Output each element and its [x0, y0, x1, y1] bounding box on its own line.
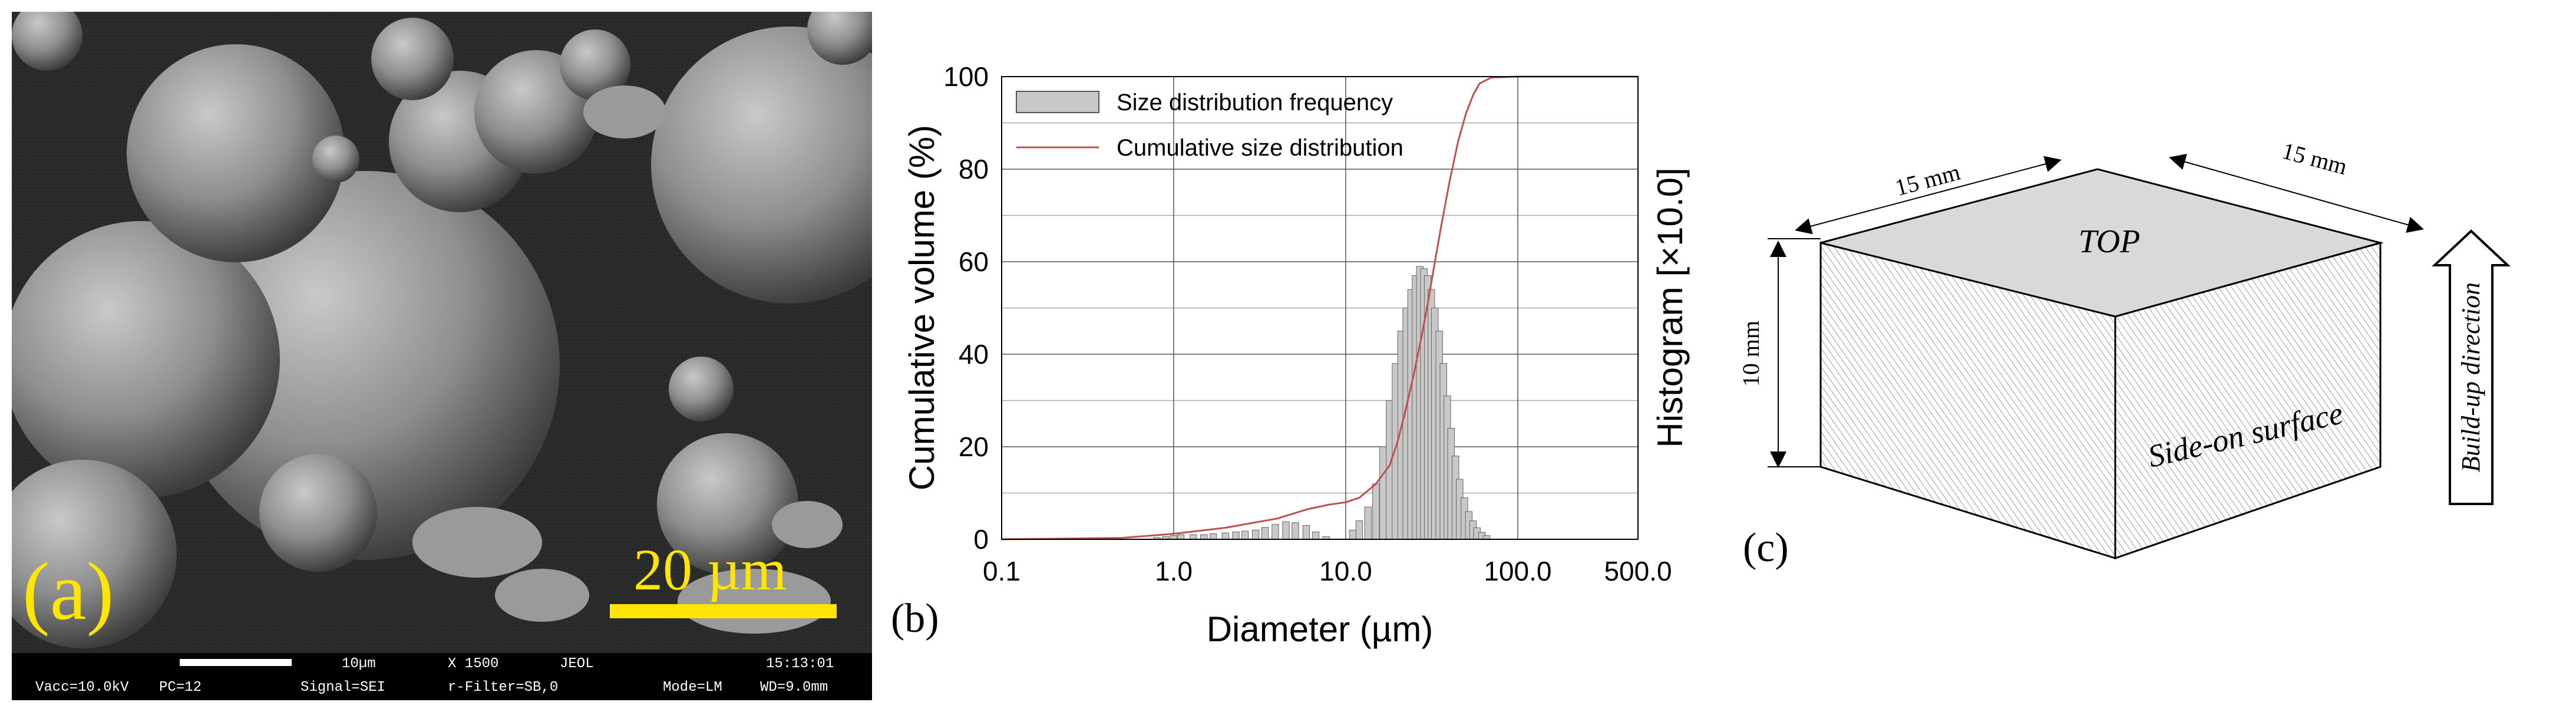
sem-magnification: X 1500 [448, 656, 498, 672]
histogram-bar [1251, 529, 1260, 540]
histogram-bar [1221, 532, 1229, 540]
powder-particle [12, 12, 82, 71]
powder-particle [651, 27, 872, 304]
histogram-bar [1261, 527, 1269, 540]
powder-particle [807, 12, 872, 65]
histogram-bar [1292, 522, 1299, 540]
x-tick-label: 1.0 [1155, 556, 1193, 586]
sem-micron-bar [180, 659, 292, 666]
powder-particle [371, 18, 454, 100]
size-distribution-chart: 0.1 1.0 10.0 100.0 500.0 0 20 40 60 80 100 Diamet… [891, 61, 1690, 649]
y-tick-label: 40 [959, 339, 989, 370]
sem-manufacturer: JEOL [560, 656, 594, 672]
histogram-bar [1312, 531, 1320, 540]
scale-bar-label: 20 µm [633, 537, 787, 602]
specimen-schematic-panel: TOP Side-on surface 15 mm 15 mm 10 mm Bu… [1732, 0, 2576, 712]
dimension-line-right [2169, 154, 2424, 233]
legend-swatch-frequency [1016, 91, 1099, 113]
sem-signal: Signal=SEI [300, 680, 385, 695]
powder-particle [259, 454, 377, 572]
build-up-direction-label: Build-up direction [2456, 282, 2485, 472]
powder-particle [12, 460, 177, 648]
panel-a-label: (a) [22, 546, 114, 637]
powder-particle [127, 44, 345, 262]
sem-filter: r-Filter=SB,0 [448, 680, 558, 695]
dimension-line-left [1795, 156, 2062, 235]
powder-particle [657, 433, 798, 575]
sem-info-bar-label: 10µm [342, 656, 376, 672]
y-axis-label: Cumulative volume (%) [902, 125, 942, 490]
y-tick-label: 20 [959, 431, 989, 462]
sem-info-bar [12, 653, 872, 700]
chart-grid [1002, 77, 1638, 539]
dimension-label-right: 15 mm [2279, 137, 2350, 180]
histogram-bar [1232, 531, 1240, 540]
sem-micrograph-panel: (a) 20 µm 10µm X 1500 JEOL 15:13:01 Vacc… [12, 12, 872, 700]
y-tick-label: 100 [943, 61, 989, 92]
powder-particle [560, 29, 630, 100]
histogram-bar [1349, 529, 1357, 540]
satellite-particle [772, 501, 843, 548]
x-axis-label: Diameter (µm) [1207, 609, 1434, 649]
x-tick-label: 0.1 [983, 556, 1021, 586]
histogram-bar [1302, 525, 1310, 540]
cumulative-line [1001, 75, 1638, 540]
y-tick-label: 60 [959, 246, 989, 277]
build-up-arrow-icon [2431, 229, 2511, 505]
powder-particle [669, 357, 734, 421]
histogram-bar [1177, 534, 1185, 540]
scale-bar [610, 604, 837, 618]
plot-frame [1001, 76, 1639, 540]
sem-vacc: Vacc=10.0kV [35, 680, 129, 695]
specimen-diagram: TOP Side-on surface 15 mm 15 mm 10 mm Bu… [1738, 137, 2511, 571]
x-tick-label: 10.0 [1319, 556, 1372, 586]
powder-particle [312, 136, 359, 183]
sem-mode: Mode=LM [663, 680, 722, 695]
histogram-bar [1379, 446, 1387, 540]
histogram-bar [1372, 483, 1380, 540]
dimension-label-height: 10 mm [1738, 321, 1764, 387]
sem-wd: WD=9.0mm [760, 680, 828, 695]
legend-label-frequency: Size distribution frequency [1117, 90, 1393, 116]
histogram-bars [1153, 266, 1491, 540]
top-face-label: TOP [2079, 223, 2141, 260]
legend-label-cumulative: Cumulative size distribution [1117, 135, 1403, 161]
histogram-bar [1282, 521, 1290, 540]
histogram-bar [1200, 534, 1208, 540]
sem-pc: PC=12 [159, 680, 202, 695]
histogram-bar [1272, 524, 1279, 540]
y-tick-label: 80 [959, 154, 989, 184]
histogram-bar [1209, 533, 1217, 540]
panel-b-label: (b) [891, 596, 939, 641]
satellite-particle [412, 507, 542, 578]
y-tick-labels: 0 20 40 60 80 100 [943, 61, 989, 555]
powder-particle [171, 171, 560, 560]
histogram-bar [1189, 534, 1197, 540]
histogram-bar [1355, 520, 1363, 540]
panel-c-label: (c) [1743, 525, 1789, 571]
x-tick-label: 500.0 [1604, 556, 1672, 586]
y-axis-right-label: Histogram [×10.0] [1650, 167, 1690, 447]
powder-particles [12, 12, 872, 648]
size-distribution-panel: 0.1 1.0 10.0 100.0 500.0 0 20 40 60 80 100 Diamet… [884, 0, 1732, 712]
x-tick-label: 100.0 [1484, 556, 1551, 586]
x-tick-labels: 0.1 1.0 10.0 100.0 500.0 [983, 556, 1672, 586]
satellite-particle [583, 85, 666, 139]
histogram-bar [1241, 530, 1249, 540]
chart-legend: Size distribution frequency Cumulative s… [1016, 90, 1403, 161]
satellite-particle [495, 569, 589, 622]
histogram-bar [1364, 506, 1372, 540]
sem-image: (a) 20 µm 10µm X 1500 JEOL 15:13:01 Vacc… [12, 12, 872, 700]
y-tick-label: 0 [973, 524, 989, 555]
powder-particle [12, 221, 280, 498]
sem-time: 15:13:01 [766, 656, 834, 672]
